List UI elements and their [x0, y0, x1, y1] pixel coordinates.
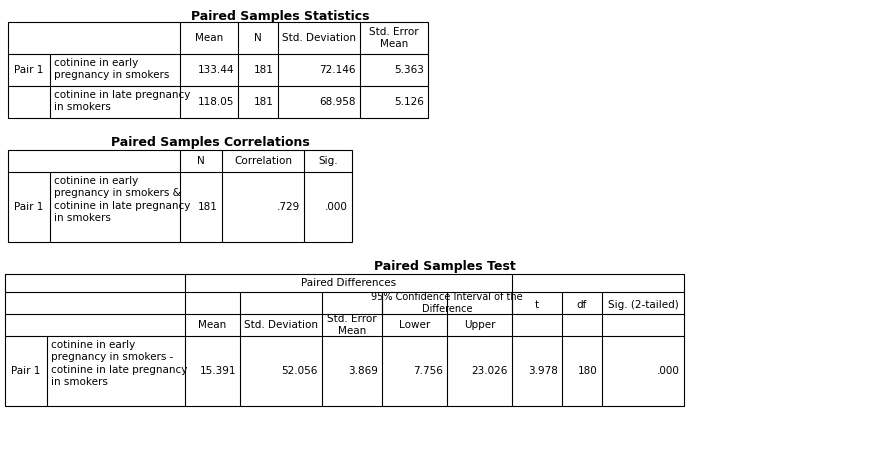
Text: 72.146: 72.146	[320, 65, 356, 75]
Text: cotinine in early
pregnancy in smokers &
cotinine in late pregnancy
in smokers: cotinine in early pregnancy in smokers &…	[54, 176, 190, 223]
Text: 133.44: 133.44	[198, 65, 234, 75]
Text: 181: 181	[198, 202, 218, 212]
Text: 180: 180	[578, 366, 598, 376]
Text: Mean: Mean	[195, 33, 223, 43]
Text: 23.026: 23.026	[472, 366, 508, 376]
Text: cotinine in late pregnancy
in smokers: cotinine in late pregnancy in smokers	[54, 90, 190, 112]
Text: Paired Samples Test: Paired Samples Test	[374, 260, 516, 273]
Text: Lower: Lower	[399, 320, 430, 330]
Text: N: N	[197, 156, 205, 166]
Text: 181: 181	[255, 97, 274, 107]
Text: 5.363: 5.363	[394, 65, 424, 75]
Text: .000: .000	[325, 202, 348, 212]
Text: Upper: Upper	[464, 320, 495, 330]
Text: Mean: Mean	[198, 320, 227, 330]
Text: cotinine in early
pregnancy in smokers -
cotinine in late pregnancy
in smokers: cotinine in early pregnancy in smokers -…	[51, 340, 188, 387]
Text: Sig.: Sig.	[319, 156, 338, 166]
Text: Pair 1: Pair 1	[14, 65, 44, 75]
Text: 3.978: 3.978	[528, 366, 558, 376]
Text: cotinine in early
pregnancy in smokers: cotinine in early pregnancy in smokers	[54, 58, 169, 80]
Text: Paired Samples Correlations: Paired Samples Correlations	[110, 136, 310, 149]
Text: 52.056: 52.056	[281, 366, 318, 376]
Bar	[8, 22, 428, 118]
Text: Pair 1: Pair 1	[12, 366, 41, 376]
Text: Paired Samples Statistics: Paired Samples Statistics	[190, 10, 369, 23]
Text: t: t	[535, 300, 539, 310]
Text: Std. Error
Mean: Std. Error Mean	[328, 314, 376, 336]
Text: 5.126: 5.126	[394, 97, 424, 107]
Text: 95% Confidence Interval of the
Difference: 95% Confidence Interval of the Differenc…	[371, 292, 522, 314]
Text: 3.869: 3.869	[348, 366, 378, 376]
Text: .000: .000	[657, 366, 680, 376]
Text: 15.391: 15.391	[199, 366, 236, 376]
Text: N: N	[255, 33, 262, 43]
Text: 118.05: 118.05	[198, 97, 234, 107]
Text: Std. Deviation: Std. Deviation	[244, 320, 318, 330]
Text: Sig. (2-tailed): Sig. (2-tailed)	[608, 300, 678, 310]
Text: Paired Differences: Paired Differences	[301, 278, 396, 288]
Text: Std. Error
Mean: Std. Error Mean	[369, 27, 419, 49]
Text: 68.958: 68.958	[320, 97, 356, 107]
Bar	[5, 274, 684, 406]
Text: df: df	[577, 300, 587, 310]
Text: 181: 181	[255, 65, 274, 75]
Text: Std. Deviation: Std. Deviation	[282, 33, 356, 43]
Text: 7.756: 7.756	[413, 366, 443, 376]
Text: Pair 1: Pair 1	[14, 202, 44, 212]
Bar	[8, 150, 352, 242]
Text: Correlation: Correlation	[234, 156, 292, 166]
Text: .729: .729	[277, 202, 300, 212]
